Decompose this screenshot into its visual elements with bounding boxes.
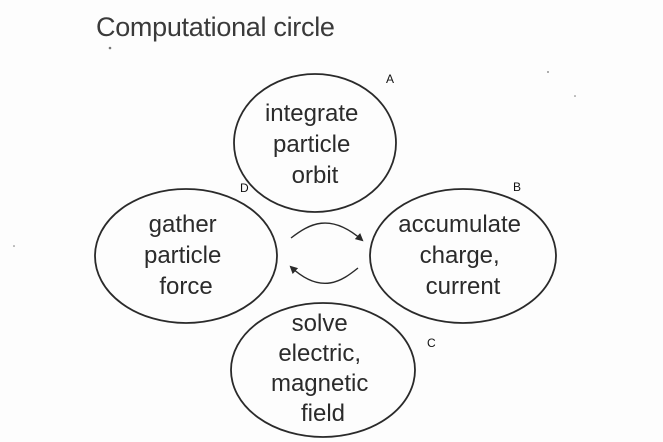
- arrow-right-to-left: [289, 265, 359, 285]
- node-right-line-1: accumulate: [398, 211, 521, 238]
- arrow-left-to-right: [290, 222, 364, 242]
- speck: [547, 71, 549, 73]
- node-bottom-ellipse: [230, 302, 416, 438]
- node-bottom-line-1: solve: [292, 310, 348, 337]
- label-a: A: [386, 72, 394, 86]
- node-left-line-2: particle: [144, 242, 221, 269]
- node-right-line-3: current: [426, 273, 501, 300]
- label-c: C: [427, 336, 436, 350]
- node-left-ellipse: [94, 188, 278, 324]
- node-right-text: accumulate charge, current: [398, 211, 527, 300]
- node-left-line-1: gather: [149, 211, 217, 238]
- node-right-ellipse: [369, 188, 557, 324]
- node-top-line-2: particle: [273, 131, 350, 158]
- node-left-line-3: force: [159, 273, 212, 300]
- node-right-line-2: charge,: [420, 242, 500, 269]
- speck: [108, 46, 112, 50]
- node-left-text: gather particle force: [144, 211, 228, 300]
- speck: [574, 95, 576, 97]
- node-top-text: integrate particle orbit: [265, 100, 365, 189]
- node-bottom-line-3: magnetic: [271, 370, 368, 397]
- speck: [13, 245, 15, 247]
- label-b: B: [513, 180, 521, 194]
- node-bottom-line-2: electric,: [278, 340, 361, 367]
- node-top-ellipse: [233, 73, 397, 213]
- node-bottom-line-4: field: [301, 400, 345, 427]
- label-d: D: [240, 181, 249, 195]
- node-bottom-text: solve electric, magnetic field: [271, 310, 375, 427]
- node-top-line-3: orbit: [292, 162, 339, 189]
- diagram-title: Computational circle: [96, 12, 335, 42]
- node-top-line-1: integrate: [265, 100, 358, 127]
